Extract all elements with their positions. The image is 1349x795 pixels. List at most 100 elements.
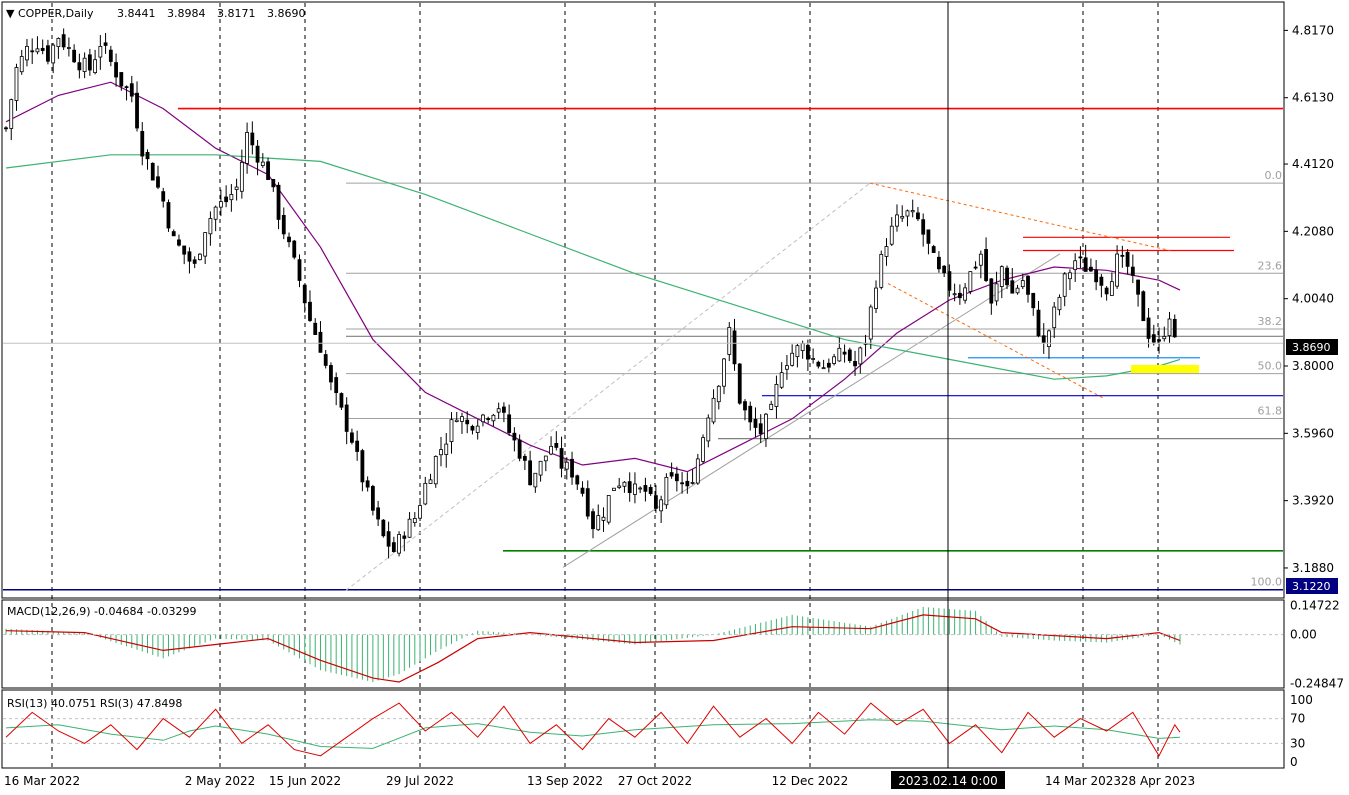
candle-body (224, 196, 229, 203)
candle-body (695, 458, 700, 484)
candle-body (895, 214, 899, 227)
candle-body (271, 179, 276, 188)
candle-body (1026, 275, 1030, 295)
y-tick-label: 4.2080 (1292, 224, 1334, 238)
candle-body (1146, 317, 1151, 339)
candle-body (633, 483, 637, 495)
candle-body (1109, 281, 1114, 296)
candle-body (575, 475, 580, 485)
candle-body (370, 486, 375, 511)
symbol-header: ▼ COPPER,Daily (6, 7, 94, 20)
candle-body (968, 271, 973, 292)
candle-body (161, 191, 166, 202)
candle-body (1005, 267, 1009, 286)
candle-body (748, 405, 753, 423)
candle-body (638, 487, 643, 490)
candle-body (764, 413, 768, 440)
candle-body (1068, 272, 1072, 280)
candle-body (460, 416, 464, 422)
x-tick-label: 13 Sep 2022 (527, 774, 603, 788)
moving-averages (5, 81, 1181, 473)
trendlines (345, 182, 1171, 591)
candle-body (365, 480, 370, 488)
candle-body (1130, 266, 1135, 276)
candle-body (507, 414, 512, 433)
y-tick-label: 4.4120 (1292, 157, 1334, 171)
candle-body (297, 259, 302, 281)
candle-body (129, 83, 134, 97)
fib-label: 38.2 (1258, 315, 1283, 328)
candle-body (177, 239, 181, 246)
candle-body (397, 534, 401, 554)
candle-body (1010, 280, 1015, 294)
candle-body (753, 418, 758, 428)
candle-body (1162, 336, 1167, 340)
candle-body (418, 505, 422, 519)
candle-body (706, 417, 711, 442)
candle-body (942, 265, 947, 274)
candle-body (114, 62, 118, 78)
y-tick-label: 3.8000 (1292, 359, 1334, 373)
candle-body (533, 472, 538, 488)
candle-body (674, 473, 679, 482)
candle-body (376, 507, 381, 520)
fib-label: 0.0 (1265, 169, 1283, 182)
candle-body (774, 383, 779, 407)
candle-body (617, 485, 622, 488)
candle-body (957, 292, 962, 299)
candle-body (192, 259, 197, 264)
candle-body (921, 219, 926, 235)
candle-body (758, 423, 763, 435)
candle-body (643, 485, 648, 492)
candle-body (1104, 287, 1109, 295)
candle-body (1015, 287, 1020, 294)
candle-body (9, 99, 14, 129)
fib-label: 23.6 (1258, 259, 1283, 272)
candle-body (323, 354, 328, 366)
candle-body (1062, 273, 1067, 297)
candle-body (502, 406, 506, 413)
candle-body (40, 47, 45, 51)
candle-body (874, 287, 878, 309)
candle-body (1020, 280, 1025, 288)
candle-body (266, 161, 270, 180)
y-tick-label: 3.3920 (1292, 494, 1334, 508)
candle-body (481, 414, 485, 423)
candle-body (580, 487, 585, 494)
candle-body (659, 499, 664, 512)
candle-body (811, 358, 816, 360)
x-tick-label: 2023.02.14 0:00 (898, 774, 997, 788)
candle-body (884, 246, 889, 257)
candle-body (879, 254, 884, 288)
candle-body (56, 38, 61, 48)
main-panel-frame (1, 1, 1285, 599)
candle-body (989, 278, 994, 304)
candle-body (108, 49, 113, 62)
candle-body (444, 443, 449, 455)
candle-body (61, 34, 66, 48)
candle-body (570, 458, 574, 478)
candle-body (853, 361, 857, 367)
candle-body (1057, 296, 1062, 311)
candle-body (334, 377, 339, 394)
candle-body (785, 365, 789, 370)
candle-body (1052, 306, 1057, 329)
support-price-label: 3.1220 (1292, 580, 1331, 593)
candle-body (837, 347, 842, 362)
candle-body (402, 535, 407, 539)
candle-body (449, 419, 454, 443)
candle-body (1031, 292, 1036, 309)
candle-body (737, 363, 742, 404)
candle-body (847, 349, 852, 361)
candles (3, 28, 1283, 559)
candle-body (140, 131, 145, 157)
candle-body (606, 495, 611, 523)
candle-body (905, 210, 910, 217)
candle-body (1036, 309, 1041, 337)
candle-body (145, 151, 150, 160)
candle-body (858, 347, 863, 365)
candle-body (260, 161, 265, 167)
candle-body (963, 287, 968, 301)
rsi13-line (5, 719, 1181, 749)
